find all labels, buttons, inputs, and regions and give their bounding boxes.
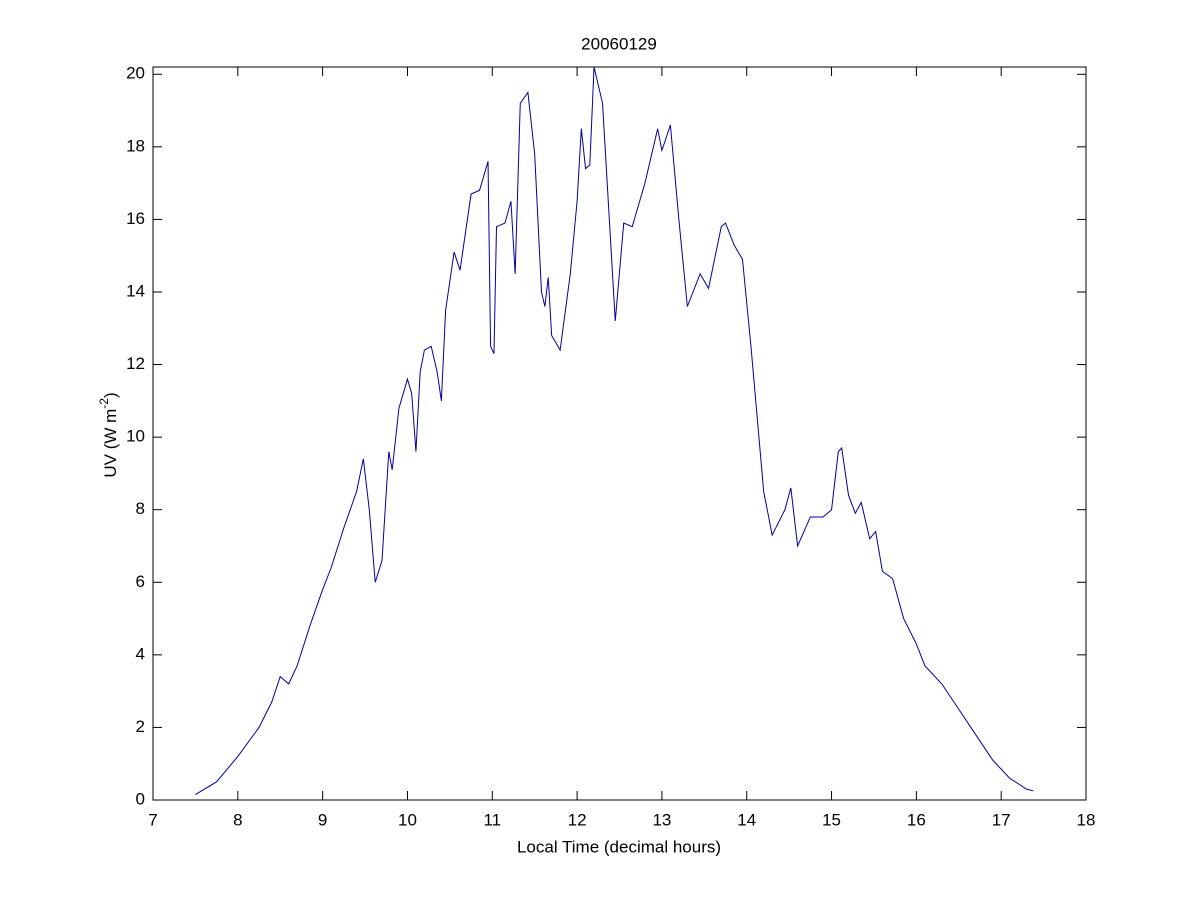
y-tick-label: 14 [126,281,145,300]
y-tick-label: 20 [126,64,145,83]
y-tick-label: 12 [126,354,145,373]
x-tick-label: 12 [568,810,587,829]
x-tick-label: 18 [1077,810,1096,829]
x-tick-label: 7 [148,810,157,829]
plot-area [152,66,1087,801]
y-tick-label: 16 [126,209,145,228]
chart-title: 20060129 [581,34,657,53]
x-axis-label: Local Time (decimal hours) [517,837,721,856]
y-tick-label: 0 [136,789,145,808]
y-tick-label: 2 [136,717,145,736]
x-tick-label: 10 [398,810,417,829]
x-tick-label: 9 [318,810,327,829]
x-tick-label: 14 [737,810,756,829]
y-tick-label: 6 [136,572,145,591]
y-label-sup: -2 [97,398,111,409]
y-label-tail: ) [101,392,120,398]
x-tick-label: 13 [652,810,671,829]
y-axis-label: UV (W m-2) [97,392,120,477]
y-tick-label: 4 [136,644,145,663]
x-tick-label: 16 [907,810,926,829]
y-label-text: UV (W m [101,409,120,478]
y-tick-label: 10 [126,427,145,446]
line-series [195,66,1034,795]
x-tick-label: 15 [822,810,841,829]
x-tick-label: 17 [992,810,1011,829]
x-tick-label: 8 [233,810,242,829]
x-tick-label: 11 [483,810,501,829]
y-tick-label: 8 [136,499,145,518]
y-tick-label: 18 [126,136,145,155]
